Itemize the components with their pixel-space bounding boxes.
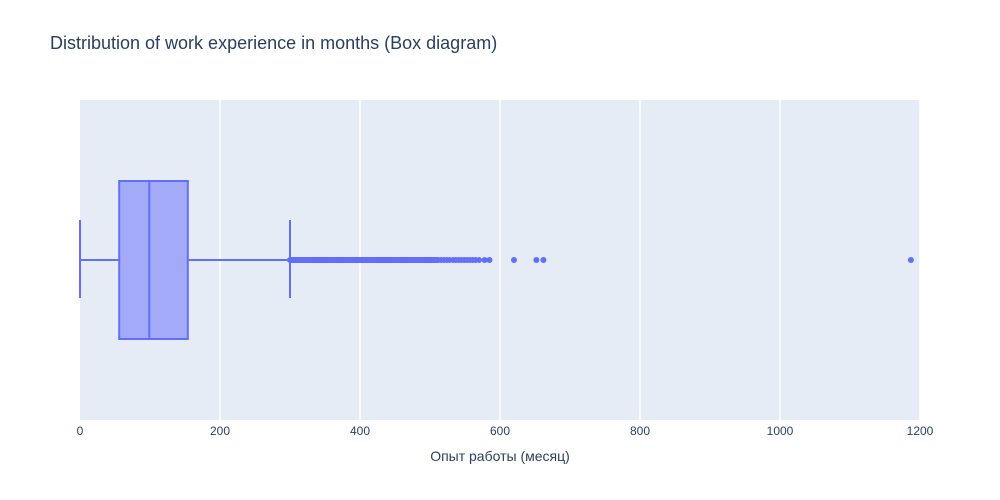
x-tick-label: 600 [490,424,510,438]
x-axis-title: Опыт работы (месяц) [430,448,570,464]
outlier-point [907,257,914,263]
chart-title: Distribution of work experience in month… [50,33,498,53]
outlier-point [476,257,482,263]
x-tick-label: 800 [630,424,650,438]
interquartile-box [118,180,189,340]
outlier-point [486,257,493,263]
x-tick-label: 1000 [767,424,794,438]
outlier-point [481,257,488,263]
x-axis-ticks: 0 200 400 600 800 1000 1200 [77,424,934,438]
outlier-point [533,257,540,263]
x-tick-label: 1200 [907,424,934,438]
x-tick-label: 400 [350,424,370,438]
box-plot [79,180,914,340]
x-tick-label: 0 [77,424,84,438]
x-tick-label: 200 [210,424,230,438]
outlier-point [511,257,517,263]
outlier-point [540,257,547,263]
